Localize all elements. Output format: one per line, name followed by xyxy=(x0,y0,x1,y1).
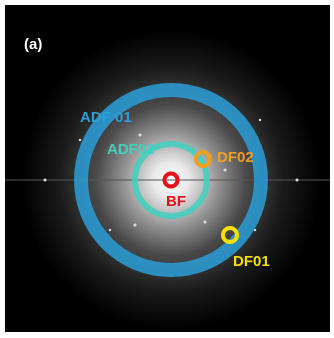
df02-label: DF02 xyxy=(217,149,254,166)
adf01-label: ADF 01 xyxy=(80,109,132,126)
page: (a) ADF 01 ADF02 DF02 BF DF01 (() => { c… xyxy=(0,0,334,338)
bf-label: BF xyxy=(166,193,186,210)
adf02-label: ADF02 xyxy=(107,141,155,158)
df01-label: DF01 xyxy=(233,253,270,270)
figure: (a) ADF 01 ADF02 DF02 BF DF01 xyxy=(0,0,334,338)
panel-label: (a) xyxy=(24,36,42,53)
